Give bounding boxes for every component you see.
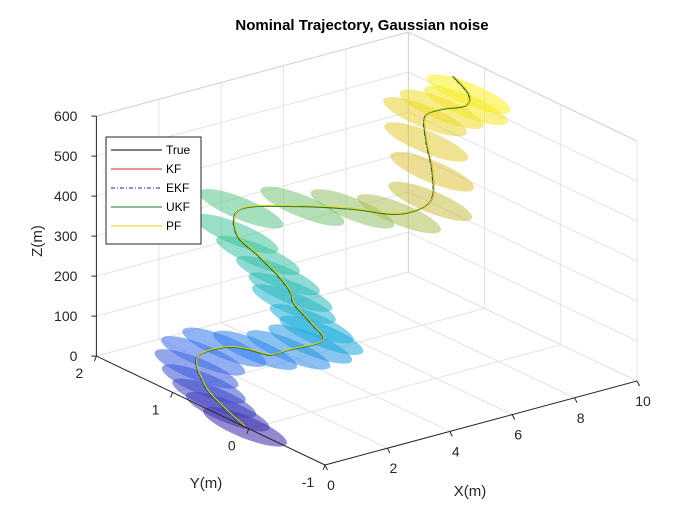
y-tick-label: 2 xyxy=(76,365,84,381)
uncertainty-ellipse xyxy=(268,324,353,364)
axes xyxy=(91,115,640,471)
z-axis-label: Z(m) xyxy=(29,225,46,257)
x-axis-label: X(m) xyxy=(454,483,487,500)
z-tick-label: 600 xyxy=(54,108,78,124)
grid xyxy=(95,31,638,466)
x-tick-mark xyxy=(386,447,391,454)
chart-title: Nominal Trajectory, Gaussian noise xyxy=(235,17,488,34)
x-tick-label: 2 xyxy=(390,460,398,476)
y-tick-mark xyxy=(170,392,174,398)
y-axis-line xyxy=(96,355,326,466)
y-tick-label: 0 xyxy=(228,438,236,454)
y-tick-mark xyxy=(93,355,97,362)
z-tick-label: 500 xyxy=(54,148,78,164)
x-tick-label: 6 xyxy=(514,427,522,443)
grid-line xyxy=(248,344,561,430)
z-tick-label: 0 xyxy=(70,348,78,364)
x-tick-mark xyxy=(324,464,328,471)
x-tick-label: 4 xyxy=(452,443,460,459)
legend-label-ukf: UKF xyxy=(166,200,190,214)
grid-line xyxy=(408,271,638,382)
legend-label-true: True xyxy=(166,143,191,157)
grid-line xyxy=(408,231,638,342)
z-tick-label: 100 xyxy=(54,308,78,324)
uncertainty-ellipse xyxy=(161,336,246,376)
x-tick-label: 0 xyxy=(327,477,335,493)
x-tick-label: 10 xyxy=(635,393,651,409)
x-tick-label: 8 xyxy=(577,410,585,426)
legend-label-kf: KF xyxy=(166,162,181,176)
grid-line xyxy=(96,271,409,357)
y-tick-label: -1 xyxy=(302,474,315,490)
legend: True KF EKF UKF PF xyxy=(105,136,202,245)
x-tick-mark xyxy=(574,397,578,404)
y-tick-label: 1 xyxy=(152,401,160,417)
legend-label-pf: PF xyxy=(166,219,181,233)
y-axis-label: Y(m) xyxy=(190,475,223,492)
box-edge xyxy=(408,31,638,142)
legend-label-ekf: EKF xyxy=(166,181,189,195)
x-axis-line xyxy=(324,380,638,466)
series-line-ukf xyxy=(195,76,471,428)
z-tick-label: 200 xyxy=(54,268,78,284)
uncertainty-ellipse xyxy=(154,349,239,389)
uncertainty-ellipses xyxy=(154,74,511,447)
x-tick-mark xyxy=(511,414,516,420)
series-line-pf xyxy=(196,75,471,427)
trajectory-lines xyxy=(195,75,471,428)
y-tick-mark xyxy=(246,428,250,434)
x-tick-mark xyxy=(449,431,453,437)
box-edge xyxy=(96,31,409,117)
x-tick-mark xyxy=(636,380,640,387)
grid-line xyxy=(345,288,575,399)
z-tick-label: 300 xyxy=(54,228,78,244)
y-tick-mark xyxy=(322,464,326,471)
z-tick-label: 400 xyxy=(54,188,78,204)
